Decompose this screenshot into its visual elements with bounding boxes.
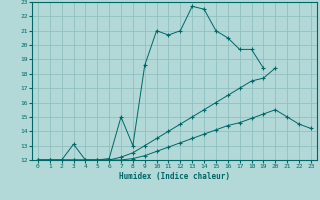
X-axis label: Humidex (Indice chaleur): Humidex (Indice chaleur) xyxy=(119,172,230,181)
